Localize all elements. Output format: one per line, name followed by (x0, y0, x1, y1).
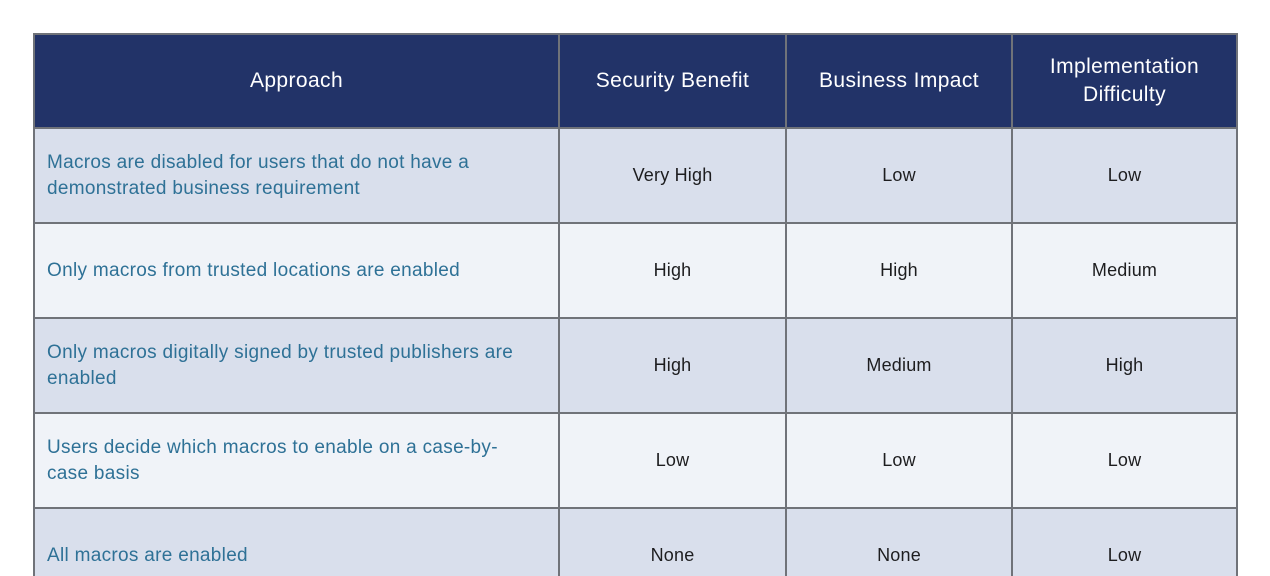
security-benefit-cell: Very High (558, 127, 787, 224)
approach-cell: Users decide which macros to enable on a… (33, 412, 560, 509)
implementation-difficulty-cell: Low (1011, 127, 1238, 224)
business-impact-cell: Medium (785, 317, 1013, 414)
approach-cell: Macros are disabled for users that do no… (33, 127, 560, 224)
table-row: Only macros digitally signed by trusted … (33, 317, 1238, 414)
approach-cell: Only macros digitally signed by trusted … (33, 317, 560, 414)
business-impact-cell: High (785, 222, 1013, 319)
implementation-difficulty-cell: High (1011, 317, 1238, 414)
column-header-security-benefit: Security Benefit (558, 33, 787, 129)
business-impact-cell: Low (785, 127, 1013, 224)
table-row: Only macros from trusted locations are e… (33, 222, 1238, 319)
column-header-implementation-difficulty: Implementation Difficulty (1011, 33, 1238, 129)
table-row: Users decide which macros to enable on a… (33, 412, 1238, 509)
table-row: Macros are disabled for users that do no… (33, 127, 1238, 224)
macro-security-approaches-table: Approach Security Benefit Business Impac… (33, 33, 1238, 576)
implementation-difficulty-cell: Medium (1011, 222, 1238, 319)
table-row: All macros are enabled None None Low (33, 507, 1238, 576)
column-header-approach: Approach (33, 33, 560, 129)
security-benefit-cell: High (558, 222, 787, 319)
column-header-business-impact: Business Impact (785, 33, 1013, 129)
approach-cell: Only macros from trusted locations are e… (33, 222, 560, 319)
security-benefit-cell: None (558, 507, 787, 576)
implementation-difficulty-cell: Low (1011, 412, 1238, 509)
security-benefit-cell: High (558, 317, 787, 414)
approach-cell: All macros are enabled (33, 507, 560, 576)
business-impact-cell: Low (785, 412, 1013, 509)
implementation-difficulty-cell: Low (1011, 507, 1238, 576)
security-benefit-cell: Low (558, 412, 787, 509)
business-impact-cell: None (785, 507, 1013, 576)
header-row: Approach Security Benefit Business Impac… (33, 33, 1238, 129)
